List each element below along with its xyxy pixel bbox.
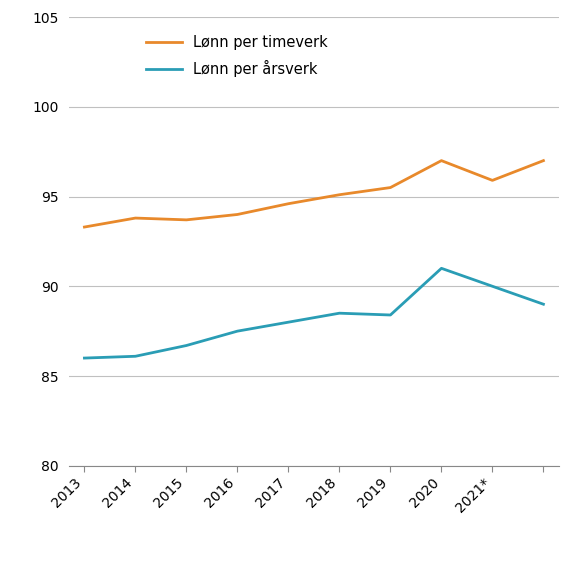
Lønn per årsverk bbox=[81, 354, 88, 361]
Lønn per årsverk bbox=[285, 319, 292, 325]
Lønn per timeverk bbox=[285, 201, 292, 207]
Lønn per timeverk bbox=[438, 157, 445, 164]
Lønn per timeverk bbox=[387, 184, 394, 191]
Lønn per årsverk bbox=[183, 342, 190, 349]
Line: Lønn per årsverk: Lønn per årsverk bbox=[85, 268, 543, 358]
Lønn per årsverk bbox=[387, 312, 394, 319]
Lønn per årsverk bbox=[132, 353, 139, 360]
Legend: Lønn per timeverk, Lønn per årsverk: Lønn per timeverk, Lønn per årsverk bbox=[140, 29, 333, 83]
Lønn per timeverk bbox=[489, 177, 496, 184]
Line: Lønn per timeverk: Lønn per timeverk bbox=[85, 161, 543, 227]
Lønn per timeverk bbox=[540, 157, 547, 164]
Lønn per årsverk bbox=[489, 283, 496, 290]
Lønn per timeverk bbox=[336, 191, 343, 198]
Lønn per timeverk bbox=[183, 216, 190, 223]
Lønn per årsverk bbox=[438, 265, 445, 272]
Lønn per årsverk bbox=[336, 310, 343, 316]
Lønn per timeverk bbox=[81, 224, 88, 231]
Lønn per timeverk bbox=[234, 211, 241, 218]
Lønn per timeverk bbox=[132, 215, 139, 222]
Lønn per årsverk bbox=[234, 328, 241, 335]
Lønn per årsverk bbox=[540, 301, 547, 308]
